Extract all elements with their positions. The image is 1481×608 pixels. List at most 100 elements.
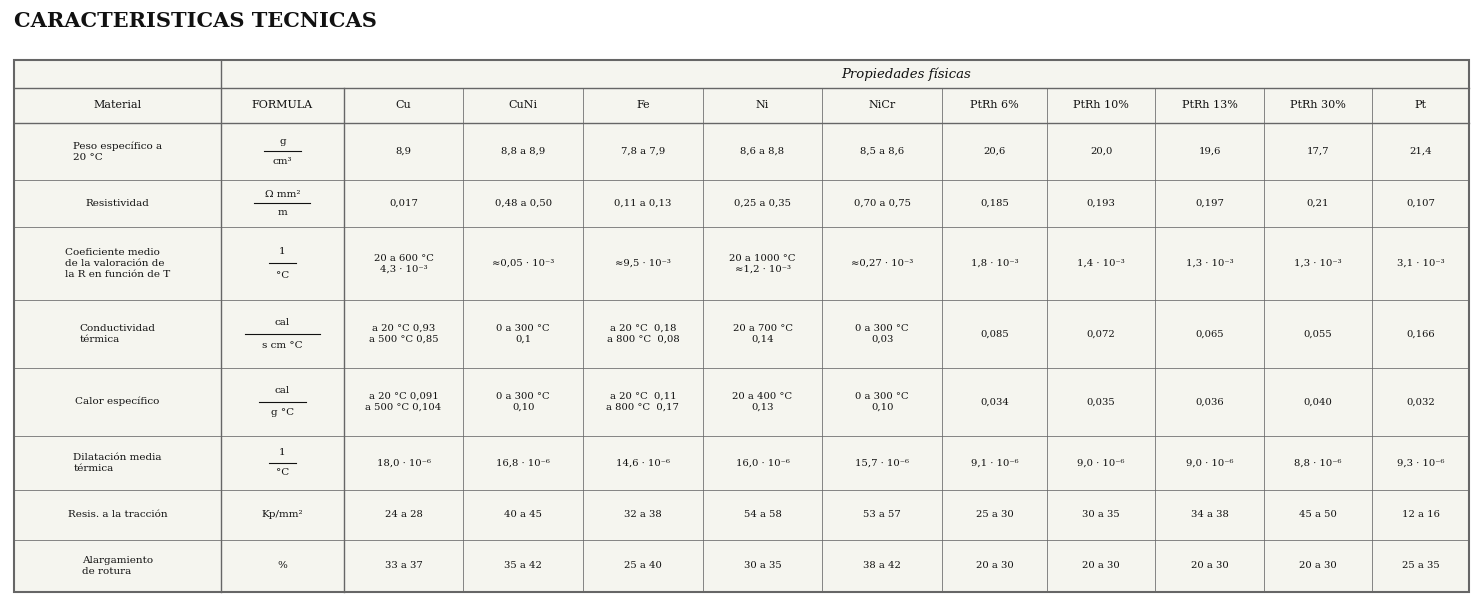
Text: 0,25 a 0,35: 0,25 a 0,35 bbox=[735, 199, 791, 208]
Text: 0,166: 0,166 bbox=[1405, 329, 1435, 338]
Text: Coeficiente medio
de la valoración de
la R en función de T: Coeficiente medio de la valoración de la… bbox=[65, 248, 170, 279]
Text: 20 a 30: 20 a 30 bbox=[1083, 561, 1120, 570]
Text: 0,197: 0,197 bbox=[1195, 199, 1223, 208]
Text: 20 a 700 °C
0,14: 20 a 700 °C 0,14 bbox=[733, 324, 792, 344]
Text: 0 a 300 °C
0,10: 0 a 300 °C 0,10 bbox=[856, 392, 909, 412]
Text: 30 a 35: 30 a 35 bbox=[743, 561, 782, 570]
Text: 8,8 a 8,9: 8,8 a 8,9 bbox=[501, 147, 545, 156]
Text: 20 a 30: 20 a 30 bbox=[1299, 561, 1337, 570]
Text: 0,072: 0,072 bbox=[1087, 329, 1115, 338]
Text: 0 a 300 °C
0,1: 0 a 300 °C 0,1 bbox=[496, 324, 549, 344]
Text: 12 a 16: 12 a 16 bbox=[1401, 511, 1440, 519]
Text: 9,0 · 10⁻⁶: 9,0 · 10⁻⁶ bbox=[1078, 458, 1126, 468]
Text: Resis. a la tracción: Resis. a la tracción bbox=[68, 511, 167, 519]
Text: s cm °C: s cm °C bbox=[262, 340, 302, 350]
Text: 20,6: 20,6 bbox=[983, 147, 1006, 156]
Text: 54 a 58: 54 a 58 bbox=[743, 511, 782, 519]
Text: a 20 °C 0,091
a 500 °C 0,104: a 20 °C 0,091 a 500 °C 0,104 bbox=[366, 392, 441, 412]
Text: PtRh 10%: PtRh 10% bbox=[1074, 100, 1129, 111]
Text: 45 a 50: 45 a 50 bbox=[1299, 511, 1337, 519]
Text: 33 a 37: 33 a 37 bbox=[385, 561, 422, 570]
Text: 24 a 28: 24 a 28 bbox=[385, 511, 422, 519]
Text: 14,6 · 10⁻⁶: 14,6 · 10⁻⁶ bbox=[616, 458, 669, 468]
Text: 1,3 · 10⁻³: 1,3 · 10⁻³ bbox=[1186, 259, 1234, 268]
Text: %: % bbox=[277, 561, 287, 570]
Bar bbox=[13, 60, 1469, 592]
Text: 0,017: 0,017 bbox=[390, 199, 418, 208]
Text: NiCr: NiCr bbox=[868, 100, 896, 111]
Text: 38 a 42: 38 a 42 bbox=[863, 561, 900, 570]
Text: a 20 °C  0,11
a 800 °C  0,17: a 20 °C 0,11 a 800 °C 0,17 bbox=[606, 392, 680, 412]
Text: 0,032: 0,032 bbox=[1405, 397, 1435, 406]
Text: °C: °C bbox=[275, 271, 289, 280]
Text: 20 a 400 °C
0,13: 20 a 400 °C 0,13 bbox=[733, 392, 792, 412]
Text: 0,48 a 0,50: 0,48 a 0,50 bbox=[495, 199, 552, 208]
Text: g: g bbox=[278, 137, 286, 146]
Text: PtRh 30%: PtRh 30% bbox=[1290, 100, 1346, 111]
Text: 0,036: 0,036 bbox=[1195, 397, 1223, 406]
Text: 1: 1 bbox=[278, 449, 286, 457]
Text: 40 a 45: 40 a 45 bbox=[504, 511, 542, 519]
Text: a 20 °C 0,93
a 500 °C 0,85: a 20 °C 0,93 a 500 °C 0,85 bbox=[369, 324, 438, 344]
Text: Conductividad
térmica: Conductividad térmica bbox=[80, 323, 156, 344]
Text: 1: 1 bbox=[278, 247, 286, 256]
Text: 9,3 · 10⁻⁶: 9,3 · 10⁻⁶ bbox=[1397, 458, 1444, 468]
Text: 25 a 40: 25 a 40 bbox=[624, 561, 662, 570]
Text: 25 a 30: 25 a 30 bbox=[976, 511, 1013, 519]
Text: 0,055: 0,055 bbox=[1303, 329, 1333, 338]
Text: Ω mm²: Ω mm² bbox=[265, 190, 301, 199]
Text: 0,107: 0,107 bbox=[1405, 199, 1435, 208]
Text: 9,1 · 10⁻⁶: 9,1 · 10⁻⁶ bbox=[970, 458, 1019, 468]
Text: 7,8 a 7,9: 7,8 a 7,9 bbox=[621, 147, 665, 156]
Text: 0,70 a 0,75: 0,70 a 0,75 bbox=[853, 199, 911, 208]
Text: 1,8 · 10⁻³: 1,8 · 10⁻³ bbox=[970, 259, 1019, 268]
Text: 8,6 a 8,8: 8,6 a 8,8 bbox=[740, 147, 785, 156]
Text: 20 a 600 °C
4,3 · 10⁻³: 20 a 600 °C 4,3 · 10⁻³ bbox=[373, 254, 434, 274]
Text: 20 a 1000 °C
≈1,2 · 10⁻³: 20 a 1000 °C ≈1,2 · 10⁻³ bbox=[729, 254, 795, 274]
Text: g °C: g °C bbox=[271, 409, 293, 418]
Text: 18,0 · 10⁻⁶: 18,0 · 10⁻⁶ bbox=[376, 458, 431, 468]
Text: Calor específico: Calor específico bbox=[76, 397, 160, 406]
Text: PtRh 13%: PtRh 13% bbox=[1182, 100, 1238, 111]
Text: 0,193: 0,193 bbox=[1087, 199, 1115, 208]
Text: 0 a 300 °C
0,03: 0 a 300 °C 0,03 bbox=[856, 324, 909, 344]
Text: Resistividad: Resistividad bbox=[86, 199, 150, 208]
Text: cal: cal bbox=[275, 386, 290, 395]
Text: °C: °C bbox=[275, 468, 289, 477]
Text: ≈9,5 · 10⁻³: ≈9,5 · 10⁻³ bbox=[615, 259, 671, 268]
Text: FORMULA: FORMULA bbox=[252, 100, 312, 111]
Text: 15,7 · 10⁻⁶: 15,7 · 10⁻⁶ bbox=[855, 458, 909, 468]
Text: 0,065: 0,065 bbox=[1195, 329, 1223, 338]
Text: cal: cal bbox=[275, 318, 290, 327]
Text: Kp/mm²: Kp/mm² bbox=[262, 511, 304, 519]
Text: 0,085: 0,085 bbox=[980, 329, 1009, 338]
Text: 20 a 30: 20 a 30 bbox=[1191, 561, 1228, 570]
Text: 0,185: 0,185 bbox=[980, 199, 1009, 208]
Text: 1,3 · 10⁻³: 1,3 · 10⁻³ bbox=[1294, 259, 1342, 268]
Text: Cu: Cu bbox=[395, 100, 412, 111]
Text: 3,1 · 10⁻³: 3,1 · 10⁻³ bbox=[1397, 259, 1444, 268]
Text: PtRh 6%: PtRh 6% bbox=[970, 100, 1019, 111]
Text: 20,0: 20,0 bbox=[1090, 147, 1112, 156]
Text: 30 a 35: 30 a 35 bbox=[1083, 511, 1120, 519]
Text: 8,9: 8,9 bbox=[395, 147, 412, 156]
Text: Pt: Pt bbox=[1414, 100, 1426, 111]
Text: Ni: Ni bbox=[755, 100, 769, 111]
Text: cm³: cm³ bbox=[273, 157, 292, 166]
Text: 8,8 · 10⁻⁶: 8,8 · 10⁻⁶ bbox=[1294, 458, 1342, 468]
Text: Propiedades físicas: Propiedades físicas bbox=[841, 67, 972, 81]
Text: 17,7: 17,7 bbox=[1306, 147, 1328, 156]
Text: a 20 °C  0,18
a 800 °C  0,08: a 20 °C 0,18 a 800 °C 0,08 bbox=[607, 324, 680, 344]
Text: 16,8 · 10⁻⁶: 16,8 · 10⁻⁶ bbox=[496, 458, 549, 468]
Text: 0,21: 0,21 bbox=[1306, 199, 1328, 208]
Text: 19,6: 19,6 bbox=[1198, 147, 1220, 156]
Text: 35 a 42: 35 a 42 bbox=[505, 561, 542, 570]
Text: Alargamiento
de rotura: Alargamiento de rotura bbox=[81, 556, 153, 576]
Text: 53 a 57: 53 a 57 bbox=[863, 511, 900, 519]
Text: Material: Material bbox=[93, 100, 142, 111]
Text: Fe: Fe bbox=[635, 100, 650, 111]
Text: 9,0 · 10⁻⁶: 9,0 · 10⁻⁶ bbox=[1186, 458, 1234, 468]
Text: 21,4: 21,4 bbox=[1410, 147, 1432, 156]
Text: 8,5 a 8,6: 8,5 a 8,6 bbox=[860, 147, 905, 156]
Text: 0,035: 0,035 bbox=[1087, 397, 1115, 406]
